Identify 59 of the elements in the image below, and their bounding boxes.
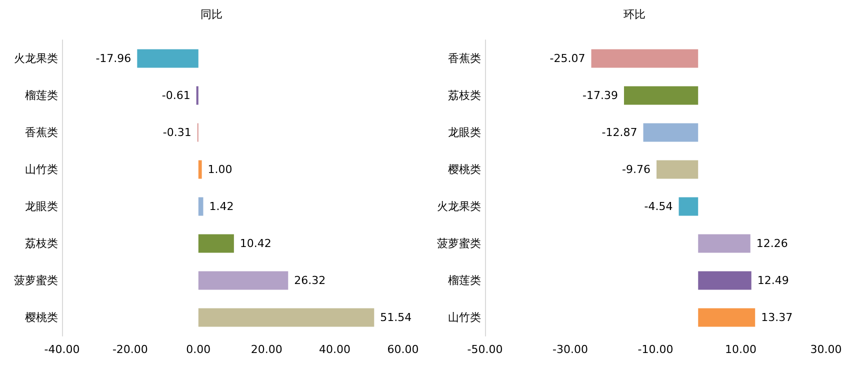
data-label: -9.76 [622,163,651,176]
bar [198,160,202,179]
x-tick-label: 0.00 [186,343,211,356]
data-label: 13.37 [761,311,793,324]
data-label: -12.87 [602,126,638,139]
y-tick-label: 榴莲类 [25,89,58,102]
bar [678,197,698,216]
bar [591,49,698,68]
bar [198,308,374,327]
bar [656,160,698,179]
data-label: 1.00 [208,163,232,176]
chart-title: 同比 [200,8,222,21]
data-label: -17.39 [582,89,618,102]
bar [198,234,234,253]
x-tick-label: -10.00 [638,343,674,356]
y-tick-label: 龙眼类 [25,200,58,213]
x-tick-label: 60.00 [387,343,419,356]
y-tick-label: 香蕉类 [448,52,481,65]
data-label: -4.54 [644,200,673,213]
y-tick-label: 樱桃类 [448,163,481,176]
x-tick-label: 40.00 [319,343,351,356]
y-tick-label: 荔枝类 [25,237,58,250]
bar [198,271,288,290]
data-label: -0.31 [162,126,192,139]
y-tick-label: 山竹类 [448,311,481,324]
x-tick-label: -30.00 [552,343,588,356]
y-tick-label: 樱桃类 [25,311,58,324]
x-tick-label: 30.00 [810,343,842,356]
y-tick-label: 龙眼类 [448,126,481,139]
y-tick-label: 荔枝类 [448,89,481,102]
data-label: 1.42 [209,200,234,213]
bar [624,86,698,105]
x-tick-label: -20.00 [112,343,148,356]
y-tick-label: 火龙果类 [14,52,58,65]
bar [698,271,752,290]
y-tick-label: 山竹类 [25,163,58,176]
bar [698,234,750,253]
data-label: 26.32 [294,274,326,287]
data-label: 12.49 [757,274,789,287]
y-tick-label: 菠萝蜜类 [437,237,481,250]
bar [643,123,698,142]
y-tick-label: 香蕉类 [25,126,58,139]
data-label: 51.54 [380,311,412,324]
data-label: -17.96 [96,52,132,65]
bar [198,197,204,216]
x-tick-label: -40.00 [44,343,80,356]
data-label: 10.42 [240,237,272,250]
x-tick-label: 10.00 [725,343,756,356]
x-tick-label: -50.00 [467,343,503,356]
x-tick-label: 20.00 [250,343,282,356]
data-label: 12.26 [756,237,788,250]
data-label: -0.61 [162,89,190,102]
y-tick-label: 菠萝蜜类 [14,274,58,287]
bar [698,308,756,327]
y-tick-label: 火龙果类 [437,200,481,213]
data-label: -25.07 [550,52,586,65]
y-tick-label: 榴莲类 [448,274,481,287]
chart-title: 环比 [624,8,646,21]
bar [137,49,198,68]
